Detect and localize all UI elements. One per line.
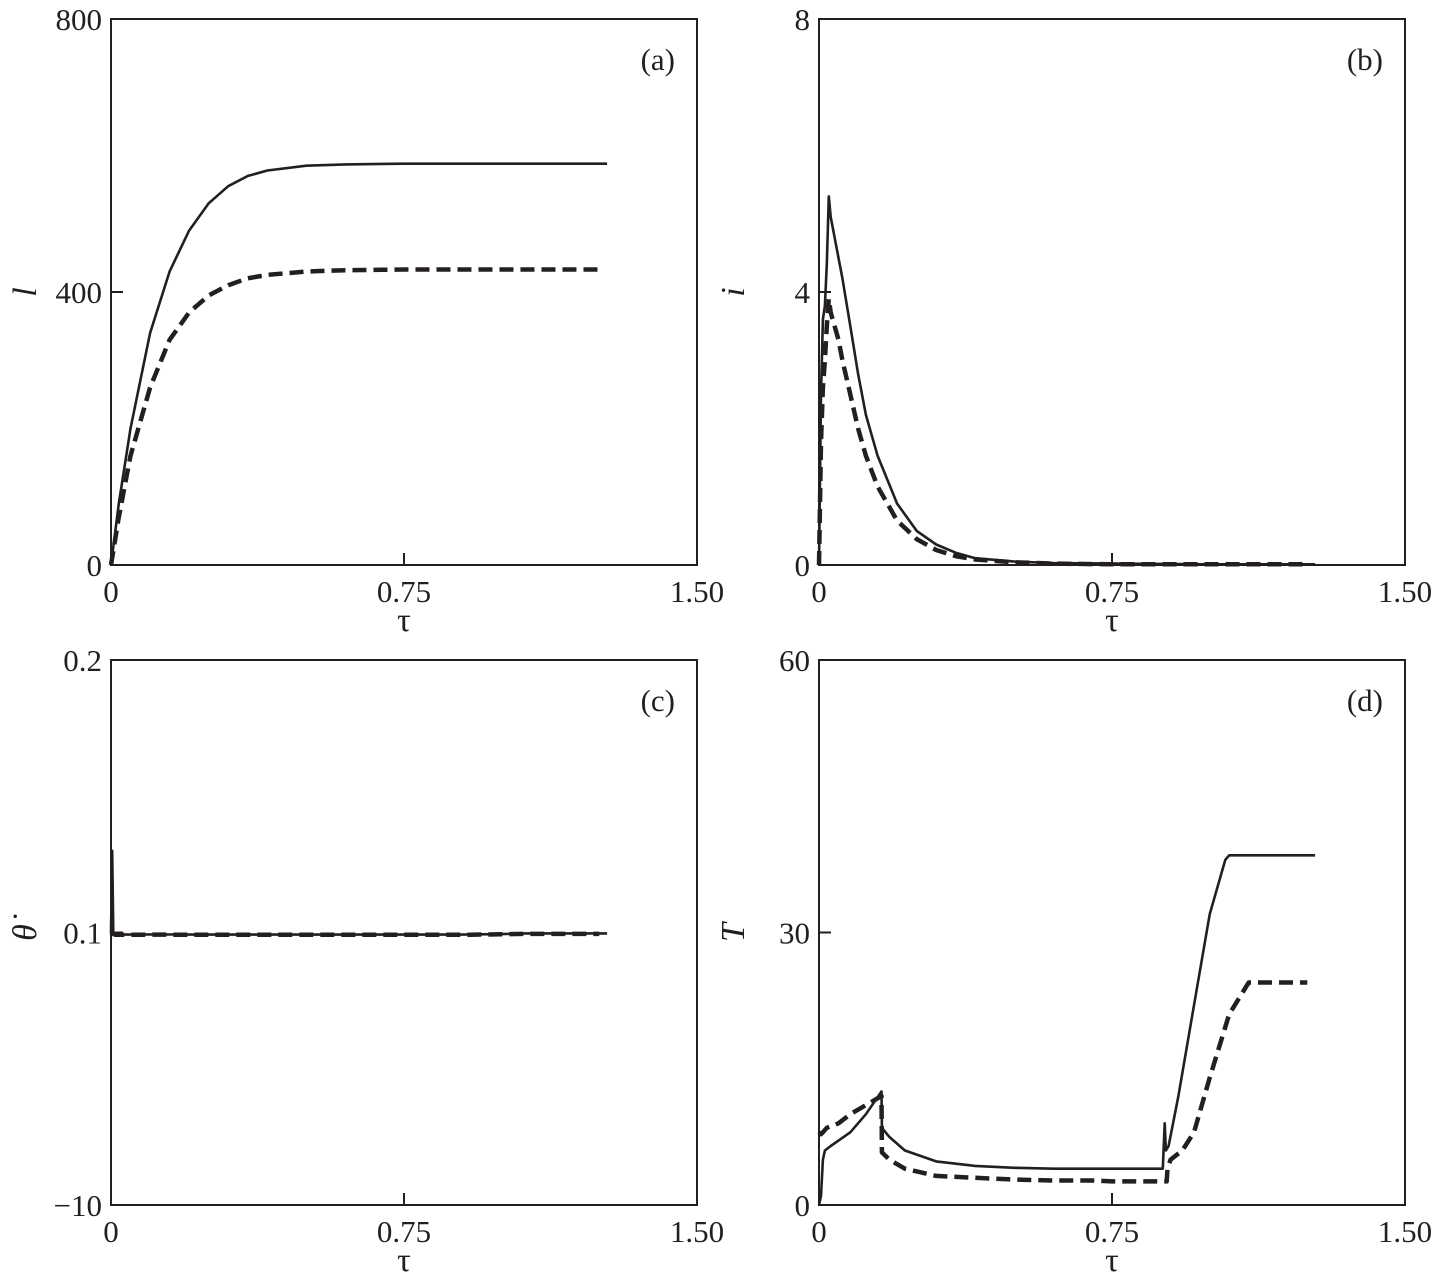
x-tick-label-d-1: 0.75	[1085, 1214, 1139, 1249]
y-tick-label-d-0: 0	[795, 1188, 811, 1223]
series-dashed-b	[816, 296, 1308, 567]
y-axis-label-a: l	[7, 287, 44, 296]
y-axis-label-b: i	[715, 287, 752, 296]
plot-frame-b	[818, 18, 1406, 566]
panel-tag-a: (a)	[641, 42, 675, 77]
panel-b: 0 0.75 1.50 0 4 8 τ i (b)	[715, 2, 1432, 639]
y-tick-label-b-0: 0	[795, 548, 811, 583]
series-dashed-d	[817, 980, 1308, 1184]
series-dashed-c	[109, 930, 600, 938]
y-tick-label-a-1: 400	[56, 275, 103, 310]
panel-tag-d: (d)	[1347, 683, 1383, 718]
y-tick-label-d-2: 60	[779, 643, 810, 678]
y-tick-label-c-1: 0.1	[63, 916, 102, 951]
panel-c: 0 0.75 1.50 −10 0.1 0.2 τ θ̇ (c)	[7, 643, 724, 1279]
x-tick-label-d-2: 1.50	[1378, 1214, 1432, 1249]
y-tick-label-b-2: 8	[795, 2, 811, 37]
x-tick-label-b-0: 0	[811, 574, 827, 609]
plot-frame-a	[110, 18, 698, 566]
y-tick-label-b-1: 4	[795, 275, 811, 310]
plot-frame-d	[818, 659, 1406, 1206]
x-tick-label-b-1: 0.75	[1085, 574, 1139, 609]
x-tick-label-a-2: 1.50	[670, 574, 724, 609]
x-tick-label-c-0: 0	[103, 1214, 119, 1249]
y-axis-label-d: T	[715, 921, 752, 942]
y-axis-label-c: θ̇	[7, 914, 44, 941]
x-axis-label-c: τ	[397, 1242, 411, 1279]
panel-d: 0 0.75 1.50 0 30 60 τ T (d)	[715, 643, 1432, 1279]
panel-tag-c: (c)	[641, 683, 675, 718]
x-tick-label-b-2: 1.50	[1378, 574, 1432, 609]
series-solid-a	[109, 162, 608, 566]
y-tick-label-d-1: 30	[779, 916, 810, 951]
series-solid-c	[109, 849, 608, 937]
y-tick-label-c-2: 0.2	[63, 643, 102, 678]
series-solid-d	[817, 853, 1316, 1206]
x-axis-label-d: τ	[1105, 1242, 1119, 1279]
x-tick-label-a-1: 0.75	[377, 574, 431, 609]
panel-tag-b: (b)	[1347, 42, 1383, 77]
x-axis-label-a: τ	[397, 602, 411, 639]
x-tick-label-c-1: 0.75	[377, 1214, 431, 1249]
series-dashed-a	[108, 267, 600, 566]
panel-a: 0 0.75 1.50 0 400 800 τ l (a)	[7, 2, 724, 639]
x-tick-label-a-0: 0	[103, 574, 119, 609]
y-tick-label-a-2: 800	[56, 2, 103, 37]
y-tick-label-c-0: −10	[54, 1188, 102, 1223]
x-tick-label-c-2: 1.50	[670, 1214, 724, 1249]
x-axis-label-b: τ	[1105, 602, 1119, 639]
x-tick-label-d-0: 0	[811, 1214, 827, 1249]
y-tick-label-a-0: 0	[87, 548, 103, 583]
